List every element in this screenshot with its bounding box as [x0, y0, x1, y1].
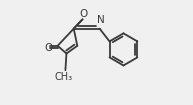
Text: N: N	[97, 15, 105, 25]
Text: CH₃: CH₃	[55, 72, 73, 82]
Text: O: O	[45, 43, 53, 53]
Text: O: O	[80, 9, 88, 19]
